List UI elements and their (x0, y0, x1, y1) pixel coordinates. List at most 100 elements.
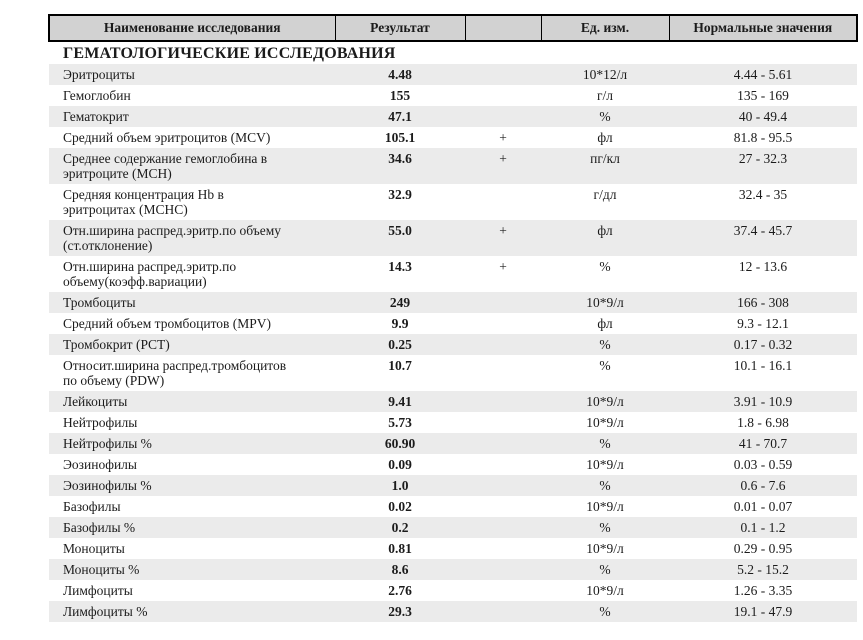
normal-range-cell: 0.03 - 0.59 (733, 457, 793, 472)
test-name-cell: Отн.ширина распред.эритр.по объему(коэфф… (63, 259, 237, 289)
test-name-cell: Отн.ширина распред.эритр.по объему (ст.о… (63, 223, 282, 253)
result-cell: 34.6 (388, 151, 412, 166)
result-cell: 0.81 (388, 541, 412, 556)
table-row: Эритроциты 4.48 10*12/л 4.44 - 5.61 (49, 64, 857, 85)
flag-cell: + (499, 151, 507, 166)
table-row: Моноциты 0.81 10*9/л 0.29 - 0.95 (49, 538, 857, 559)
units-cell: 10*9/л (586, 541, 624, 556)
table-row: Базофилы 0.02 10*9/л 0.01 - 0.07 (49, 496, 857, 517)
flag-cell (465, 559, 541, 580)
result-cell: 8.6 (391, 562, 409, 577)
result-cell: 5.73 (388, 415, 412, 430)
normal-range-cell: 32.4 - 35 (738, 187, 788, 202)
test-name-cell: Эозинофилы % (63, 478, 152, 493)
flag-cell (465, 475, 541, 496)
test-name-cell: Эозинофилы (63, 457, 137, 472)
normal-range-cell: 135 - 169 (737, 88, 789, 103)
table-row: Среднее содержание гемоглобина в эритроц… (49, 148, 857, 184)
table-row: Нейтрофилы 5.73 10*9/л 1.8 - 6.98 (49, 412, 857, 433)
test-name-cell: Нейтрофилы % (63, 436, 152, 451)
test-name-cell: Лейкоциты (63, 394, 128, 409)
units-cell: фл (597, 316, 613, 331)
result-cell: 60.90 (384, 436, 416, 451)
units-cell: % (599, 358, 611, 373)
units-cell: % (599, 436, 611, 451)
units-cell: 10*9/л (586, 583, 624, 598)
normal-range-cell: 5.2 - 15.2 (737, 562, 789, 577)
result-cell: 0.2 (391, 520, 409, 535)
flag-cell (465, 412, 541, 433)
test-name-cell: Гемоглобин (63, 88, 131, 103)
normal-range-cell: 0.17 - 0.32 (733, 337, 793, 352)
column-header-flag (464, 14, 542, 42)
flag-cell (465, 292, 541, 313)
units-cell: фл (597, 223, 613, 238)
normal-range-cell: 9.3 - 12.1 (737, 316, 789, 331)
flag-cell: + (499, 130, 507, 145)
flag-cell (465, 454, 541, 475)
units-cell: % (599, 604, 611, 619)
test-name-cell: Базофилы % (63, 520, 136, 535)
result-cell: 4.48 (388, 67, 412, 82)
test-name-cell: Эритроциты (63, 67, 135, 82)
result-cell: 47.1 (388, 109, 412, 124)
result-cell: 249 (389, 295, 411, 310)
units-cell: г/л (596, 88, 614, 103)
table-row: Лимфоциты 2.76 10*9/л 1.26 - 3.35 (49, 580, 857, 601)
normal-range-cell: 27 - 32.3 (738, 151, 788, 166)
test-name-cell: Средний объем тромбоцитов (MPV) (63, 316, 272, 331)
test-name-cell: Средняя концентрация Hb в эритроцитах (M… (63, 187, 224, 217)
units-cell: 10*9/л (586, 394, 624, 409)
table-header-row: Наименование исследования Результат Ед. … (48, 14, 858, 42)
result-cell: 14.3 (388, 259, 412, 274)
flag-cell (465, 391, 541, 412)
flag-cell (465, 334, 541, 355)
result-cell: 29.3 (388, 604, 412, 619)
normal-range-cell: 37.4 - 45.7 (733, 223, 793, 238)
result-cell: 32.9 (388, 187, 412, 202)
table-row: Относит.ширина распред.тромбоцитов по об… (49, 355, 857, 391)
normal-range-cell: 0.6 - 7.6 (740, 478, 786, 493)
normal-range-cell: 10.1 - 16.1 (733, 358, 793, 373)
result-cell: 155 (389, 88, 411, 103)
column-header-result: Результат (334, 14, 466, 42)
table-row: Средний объем эритроцитов (MCV) 105.1 + … (49, 127, 857, 148)
test-name-cell: Лимфоциты % (63, 604, 148, 619)
test-name-cell: Моноциты (63, 541, 125, 556)
table-row: Средний объем тромбоцитов (MPV) 9.9 фл 9… (49, 313, 857, 334)
table-row: Средняя концентрация Hb в эритроцитах (M… (49, 184, 857, 220)
section-row-hematology: ГЕМАТОЛОГИЧЕСКИЕ ИССЛЕДОВАНИЯ (49, 41, 857, 64)
normal-range-cell: 1.8 - 6.98 (737, 415, 789, 430)
table-row: Тромбоциты 249 10*9/л 166 - 308 (49, 292, 857, 313)
flag-cell (465, 106, 541, 127)
flag-cell (465, 601, 541, 622)
units-cell: пг/кл (590, 151, 620, 166)
section-title-hematology: ГЕМАТОЛОГИЧЕСКИЕ ИССЛЕДОВАНИЯ (49, 41, 857, 64)
normal-range-cell: 81.8 - 95.5 (733, 130, 793, 145)
result-cell: 0.02 (388, 499, 412, 514)
table-row: Тромбокрит (PCT) 0.25 % 0.17 - 0.32 (49, 334, 857, 355)
result-cell: 1.0 (391, 478, 409, 493)
flag-cell: + (499, 223, 507, 238)
units-cell: 10*9/л (586, 415, 624, 430)
result-cell: 105.1 (384, 130, 416, 145)
result-cell: 55.0 (388, 223, 412, 238)
units-cell: фл (597, 130, 613, 145)
table-row: Базофилы % 0.2 % 0.1 - 1.2 (49, 517, 857, 538)
test-name-cell: Тромбоциты (63, 295, 136, 310)
units-cell: г/дл (593, 187, 617, 202)
table-row: Гематокрит 47.1 % 40 - 49.4 (49, 106, 857, 127)
units-cell: % (599, 259, 611, 274)
normal-range-cell: 166 - 308 (737, 295, 789, 310)
test-name-cell: Средний объем эритроцитов (MCV) (63, 130, 271, 145)
table-row: Лейкоциты 9.41 10*9/л 3.91 - 10.9 (49, 391, 857, 412)
normal-range-cell: 0.1 - 1.2 (740, 520, 786, 535)
flag-cell (465, 580, 541, 601)
test-name-cell: Базофилы (63, 499, 121, 514)
test-name-cell: Лимфоциты (63, 583, 133, 598)
table-row: Гемоглобин 155 г/л 135 - 169 (49, 85, 857, 106)
flag-cell (465, 184, 541, 220)
result-cell: 10.7 (388, 358, 412, 373)
normal-range-cell: 3.91 - 10.9 (733, 394, 793, 409)
result-cell: 9.9 (391, 316, 409, 331)
